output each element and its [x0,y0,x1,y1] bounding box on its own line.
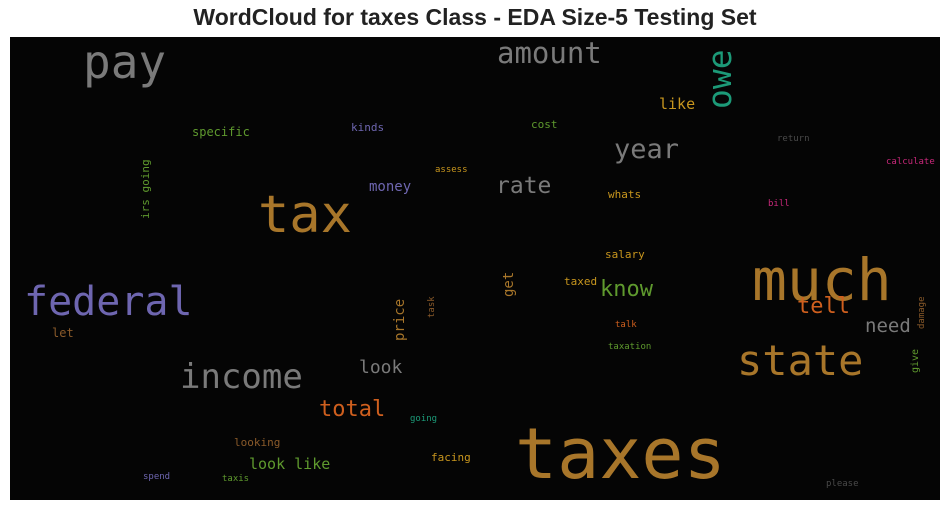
word-give: give [910,348,921,373]
word-return: return [777,134,810,144]
word-price: price [392,298,408,341]
word-taxis: taxis [222,474,250,484]
word-look-like: look like [249,455,331,473]
word-task: task [427,296,437,318]
word-amount: amount [497,37,602,70]
word-spend: spend [143,472,171,482]
word-federal: federal [24,279,193,325]
word-get: get [501,271,517,297]
word-talk: talk [615,320,637,330]
word-assess: assess [435,165,468,175]
word-tax: tax [258,185,352,245]
word-state: state [737,336,864,385]
word-kinds: kinds [351,121,385,134]
word-need: need [865,315,911,337]
word-cloud-canvas: taxes tax much federal pay state income … [10,37,940,500]
word-taxation: taxation [608,342,652,352]
word-rate: rate [496,173,552,199]
word-like: like [659,95,696,113]
word-total: total [319,397,386,422]
word-taxed: taxed [564,275,598,288]
word-bill: bill [768,199,790,209]
word-whats: whats [608,188,642,201]
word-taxes: taxes [515,413,726,495]
word-looking: looking [234,436,281,449]
word-facing: facing [431,451,471,464]
word-year: year [614,134,680,165]
word-cost: cost [531,118,558,131]
word-owe: owe [700,49,739,109]
word-specific: specific [192,125,250,139]
word-please: please [826,479,859,489]
word-money: money [369,179,412,195]
word-tell: tell [797,294,850,319]
word-look: look [359,357,403,378]
word-let: let [52,326,74,340]
chart-title: WordCloud for taxes Class - EDA Size-5 T… [193,4,757,30]
word-salary: salary [605,248,645,261]
word-pay: pay [83,37,167,89]
word-irs-going: irs going [139,159,152,219]
word-income: income [180,357,303,397]
word-much: much [752,246,892,314]
word-going: going [410,414,438,424]
word-damage: damage [917,296,927,329]
word-know: know [600,277,653,302]
word-calculate: calculate [886,157,935,167]
